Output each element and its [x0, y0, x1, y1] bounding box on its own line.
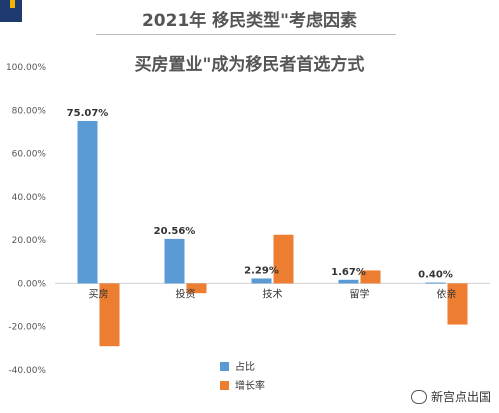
- bar-share: [338, 279, 359, 284]
- watermark-text: 新宫点出国: [430, 390, 491, 404]
- bar-share: [251, 278, 272, 284]
- y-tick-label: -20.00%: [8, 323, 46, 333]
- chart-title: 买房置业"成为移民者首选方式: [134, 55, 365, 75]
- page-heading: 2021年 移民类型"考虑因素: [141, 11, 358, 31]
- bar-growth: [186, 283, 207, 294]
- bar-growth: [360, 270, 381, 284]
- y-tick-label: 60.00%: [12, 150, 47, 160]
- bar-share: [77, 120, 98, 284]
- chat-bubble-icon: [410, 389, 427, 404]
- category-label: 依亲: [437, 287, 457, 300]
- y-tick-label: 0.00%: [17, 279, 46, 289]
- data-label: 2.29%: [244, 265, 279, 276]
- watermark: 新宫点出国: [410, 388, 491, 405]
- data-label: 0.40%: [418, 270, 453, 281]
- brand-corner-block: [0, 0, 22, 22]
- bar-growth: [99, 283, 120, 347]
- bar-share: [164, 238, 185, 284]
- bar-growth: [447, 283, 468, 325]
- y-tick-label: 80.00%: [12, 106, 47, 116]
- category-label: 留学: [350, 287, 370, 300]
- legend-label: 增长率: [235, 379, 265, 392]
- y-axis: 100.00% 80.00% 60.00% 40.00% 20.00% 0.00% -20.…: [6, 63, 490, 376]
- bar-share: [425, 282, 446, 284]
- legend-swatch-share: [220, 362, 229, 371]
- bars: [77, 120, 468, 347]
- bar-growth: [273, 234, 294, 284]
- y-tick-label: -40.00%: [8, 366, 46, 376]
- heading-divider: [96, 34, 396, 35]
- data-label: 20.56%: [154, 226, 196, 237]
- category-label: 技术: [263, 287, 283, 300]
- category-label: 买房: [89, 287, 109, 300]
- y-tick-label: 20.00%: [12, 236, 47, 246]
- y-tick-label: 40.00%: [12, 193, 47, 203]
- y-tick-label: 100.00%: [6, 63, 46, 73]
- data-label: 1.67%: [331, 267, 366, 278]
- brand-corner-accent: [10, 0, 15, 8]
- data-label: 75.07%: [67, 108, 109, 119]
- category-label: 投资: [176, 287, 196, 300]
- legend-swatch-growth: [220, 381, 229, 390]
- labels: 75.07% 买房 20.56% 投资 2.29% 技术 1.67% 留学 0.40% 依亲: [67, 108, 457, 300]
- legend-label: 占比: [235, 360, 255, 373]
